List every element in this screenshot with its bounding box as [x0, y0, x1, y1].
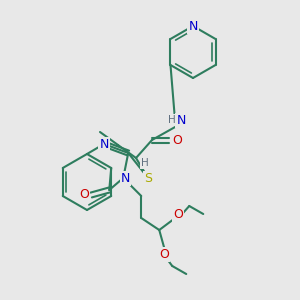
Text: O: O [79, 188, 89, 202]
Text: O: O [159, 248, 169, 260]
Text: O: O [173, 208, 183, 221]
Text: O: O [172, 134, 182, 146]
Text: N: N [176, 113, 186, 127]
Text: H: H [141, 158, 149, 168]
Text: H: H [168, 115, 176, 125]
Text: N: N [188, 20, 198, 32]
Text: N: N [99, 137, 109, 151]
Text: N: N [121, 172, 130, 184]
Text: S: S [144, 172, 152, 184]
